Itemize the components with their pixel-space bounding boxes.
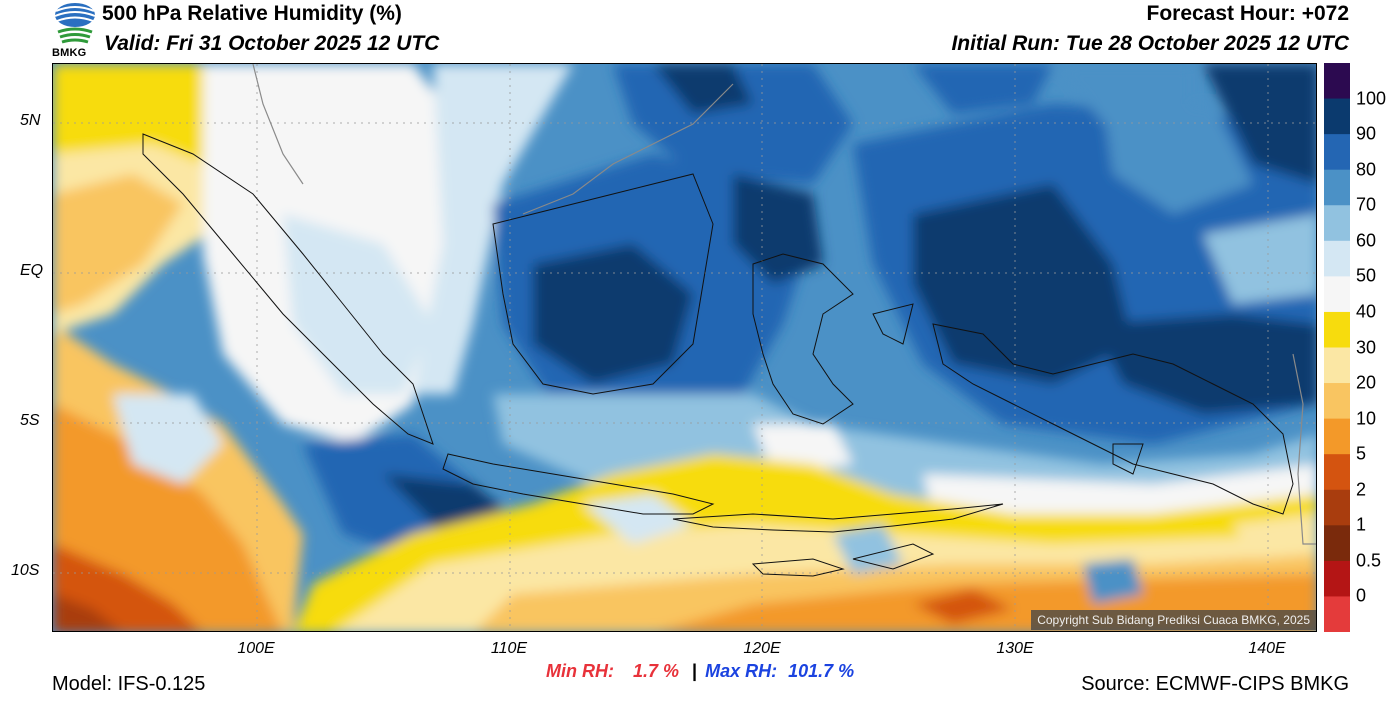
- colorbar-swatch: [1324, 418, 1350, 455]
- colorbar-swatch: [1324, 560, 1350, 597]
- lon-label: 100E: [237, 640, 275, 657]
- chart-title: 500 hPa Relative Humidity (%): [102, 2, 402, 25]
- colorbar-swatch: [1324, 525, 1350, 562]
- colorbar-swatch: [1324, 63, 1350, 100]
- bmkg-logo-icon: [52, 2, 98, 60]
- lat-label: 10S: [11, 562, 40, 579]
- colorbar-label: 70: [1356, 194, 1377, 215]
- colorbar-swatch: [1324, 489, 1350, 526]
- coastlines: [142, 133, 1294, 577]
- lat-label: 5N: [20, 112, 41, 129]
- colorbar-label: 40: [1356, 301, 1377, 322]
- lat-label: EQ: [20, 262, 44, 279]
- humidity-map: [52, 63, 1317, 632]
- max-rh-label: Max RH:: [705, 661, 778, 681]
- colorbar-label: 1: [1356, 514, 1367, 535]
- colorbar-swatch: [1324, 276, 1350, 313]
- colorbar-swatch: [1324, 347, 1350, 384]
- colorbar-label: 10: [1356, 408, 1377, 429]
- stats-separator: |: [692, 661, 698, 681]
- colorbar-swatch: [1324, 383, 1350, 420]
- colorbar-label: 30: [1356, 337, 1377, 357]
- colorbar-label: 0: [1356, 585, 1367, 606]
- colorbar-label: 90: [1356, 123, 1377, 144]
- colorbar-swatch: [1324, 240, 1350, 277]
- copyright-notice: Copyright Sub Bidang Prediksi Cuaca BMKG…: [1031, 610, 1316, 630]
- model-label: Model: IFS-0.125: [52, 673, 206, 695]
- source-label: Source: ECMWF-CIPS BMKG: [1081, 673, 1349, 695]
- rh-stats: Min RH: 1.7 % | Max RH: 101.7 %: [546, 661, 854, 682]
- colorbar-swatch: [1324, 454, 1350, 491]
- min-rh-label: Min RH:: [546, 661, 614, 681]
- colorbar-swatch: [1324, 169, 1350, 206]
- initial-run: Initial Run: Tue 28 October 2025 12 UTC: [951, 32, 1349, 55]
- colorbar-label: 20: [1356, 372, 1377, 393]
- colorbar: [1324, 63, 1350, 633]
- lon-label: 120E: [743, 640, 781, 657]
- colorbar-swatch: [1324, 98, 1350, 135]
- colorbar-swatch: [1324, 205, 1350, 242]
- colorbar-label: 100: [1356, 88, 1387, 109]
- colorbar-label: 2: [1356, 479, 1367, 500]
- colorbar-label: 0.5: [1356, 550, 1382, 571]
- colorbar-swatch: [1324, 311, 1350, 348]
- valid-time: Valid: Fri 31 October 2025 12 UTC: [104, 32, 440, 55]
- colorbar-swatch: [1324, 134, 1350, 171]
- lon-label: 110E: [490, 640, 528, 657]
- lat-label: 5S: [20, 412, 40, 429]
- colorbar-label: 80: [1356, 159, 1377, 180]
- map-canvas: [53, 64, 1316, 631]
- logo-text: BMKG: [52, 47, 87, 59]
- max-rh-value: 101.7 %: [788, 661, 855, 681]
- forecast-hour: Forecast Hour: +072: [1146, 2, 1350, 25]
- colorbar-swatches: [1324, 63, 1350, 633]
- colorbar-swatch: [1324, 596, 1350, 633]
- colorbar-label: 5: [1356, 443, 1367, 464]
- colorbar-label: 60: [1356, 230, 1377, 251]
- lon-label: 140E: [1248, 640, 1286, 657]
- min-rh-value: 1.7 %: [633, 661, 680, 681]
- colorbar-label: 50: [1356, 265, 1377, 286]
- lon-label: 130E: [996, 640, 1034, 657]
